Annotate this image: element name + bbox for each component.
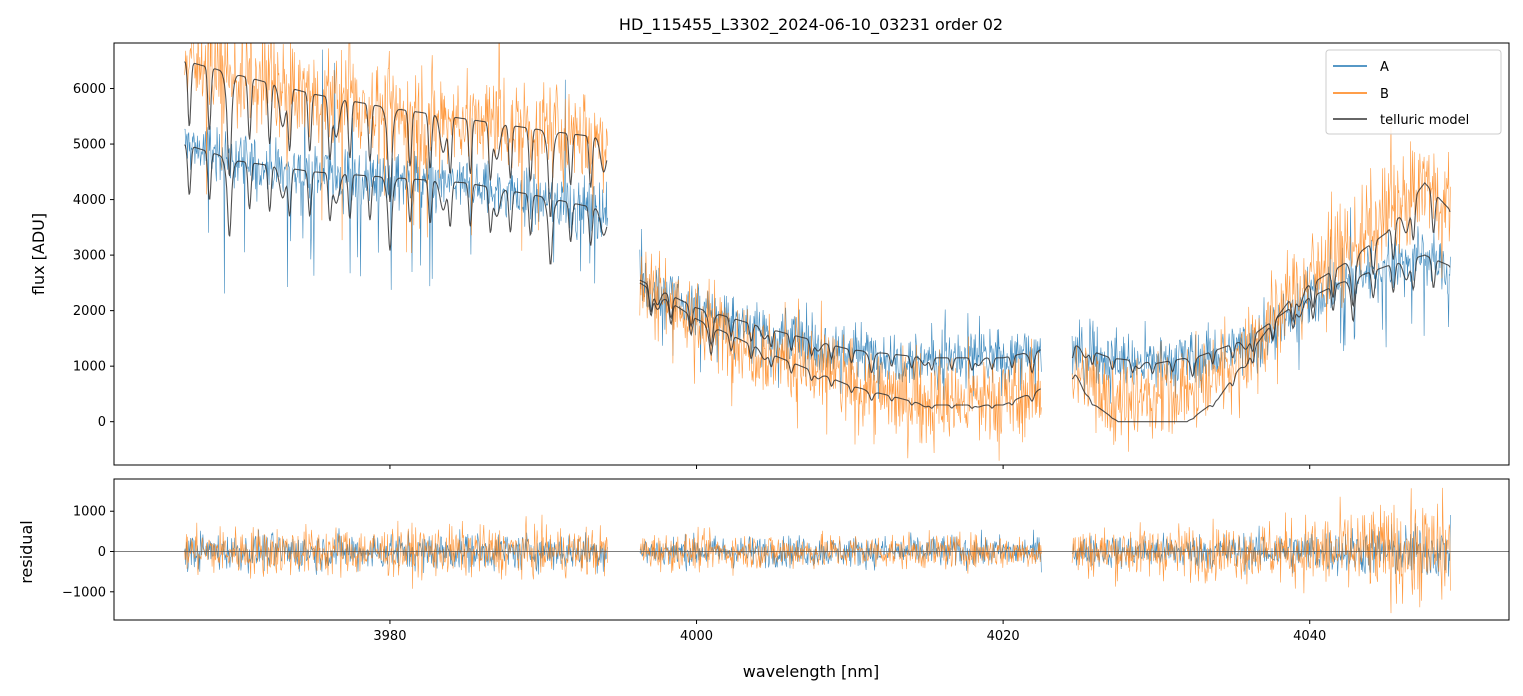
bottom-y-tick-label: 1000 <box>73 505 106 520</box>
top-y-ticks: 0 1000 2000 3000 4000 5000 6000 <box>73 82 114 430</box>
residual-B-line <box>184 487 1451 614</box>
bottom-axes-frame <box>113 478 1510 621</box>
bottom-y-tick-label: 0 <box>98 545 106 560</box>
legend: A B telluric model <box>1325 49 1502 135</box>
telluric-model-A-line <box>184 144 1451 378</box>
bottom-series-group <box>184 487 1451 614</box>
top-series-group <box>184 43 1451 461</box>
series-B-line <box>184 43 1451 461</box>
top-y-tick-label: 5000 <box>73 138 106 153</box>
bottom-y-axis-label: residual <box>17 520 36 583</box>
top-axes-frame <box>113 42 1510 466</box>
top-y-tick-label: 4000 <box>73 193 106 208</box>
legend-label-B: B <box>1380 87 1389 102</box>
bottom-x-axis-label: wavelength [nm] <box>743 662 880 681</box>
top-y-tick-label: 3000 <box>73 249 106 264</box>
bottom-x-ticks: 3980 4000 4020 4040 <box>373 620 1326 644</box>
bottom-x-tick-label: 3980 <box>373 629 406 644</box>
top-plot: 0 1000 2000 3000 4000 5000 6000 flux [ADU] A B… <box>29 42 1510 469</box>
top-y-tick-label: 0 <box>98 415 106 430</box>
telluric-model-B-line <box>184 61 1451 423</box>
bottom-y-ticks: −1000 0 1000 <box>62 505 114 600</box>
top-x-ticks <box>389 465 1311 469</box>
legend-label-model: telluric model <box>1380 113 1469 128</box>
top-y-tick-label: 2000 <box>73 304 106 319</box>
legend-box <box>1325 49 1502 135</box>
bottom-x-tick-label: 4040 <box>1293 629 1326 644</box>
bottom-y-tick-label: −1000 <box>62 585 106 600</box>
bottom-plot: −1000 0 1000 3980 4000 4020 4040 residual wav… <box>17 478 1510 681</box>
top-y-tick-label: 6000 <box>73 82 106 97</box>
legend-label-A: A <box>1380 60 1389 75</box>
top-y-axis-label: flux [ADU] <box>29 213 48 295</box>
bottom-x-tick-label: 4020 <box>987 629 1020 644</box>
bottom-x-tick-label: 4000 <box>680 629 713 644</box>
top-y-tick-label: 1000 <box>73 360 106 375</box>
chart-title: HD_115455_L3302_2024-06-10_03231 order 0… <box>619 15 1003 35</box>
